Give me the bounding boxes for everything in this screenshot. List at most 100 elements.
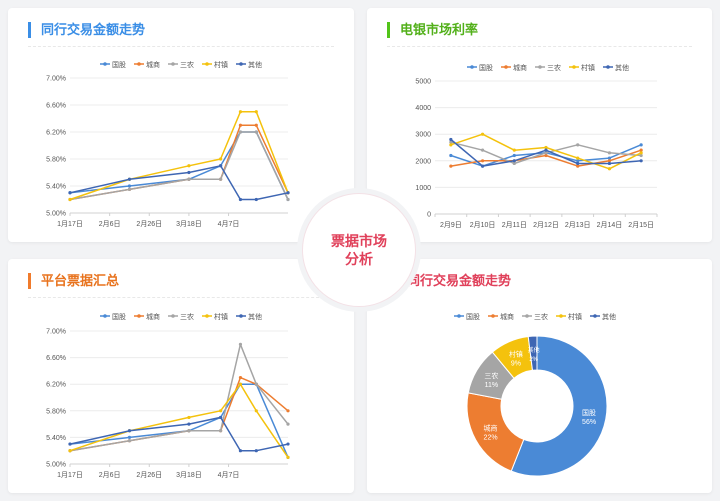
- data-point: [639, 148, 643, 152]
- y-tick-label: 6.60%: [46, 355, 66, 362]
- data-point: [127, 187, 132, 191]
- series-line-三农: [69, 343, 289, 452]
- y-tick-label: 5.80%: [46, 408, 66, 415]
- data-point: [238, 123, 243, 127]
- data-point: [68, 191, 72, 195]
- legend-label: 三农: [534, 312, 548, 321]
- data-point: [254, 197, 258, 202]
- y-tick-label: 5.40%: [46, 435, 66, 442]
- data-point: [512, 159, 516, 163]
- panel-title: 同行交易金额走势: [407, 273, 512, 288]
- x-tick-label: 4月7日: [218, 471, 240, 479]
- line-chart-market-rate: 0 1000 2000 3000 4000 5000 2月9日 2月10日 2月11日 2月12日…: [415, 63, 658, 229]
- data-point: [449, 143, 453, 147]
- data-point: [576, 156, 580, 160]
- donut-slice-其他: [527, 335, 538, 371]
- y-tick-label: 6.60%: [46, 103, 66, 110]
- y-tick-label: 5.80%: [46, 157, 66, 164]
- legend-label: 三农: [547, 63, 561, 72]
- donut-slice-国股: [510, 335, 608, 477]
- y-tick-label: 5000: [415, 79, 431, 86]
- data-point: [286, 197, 290, 202]
- data-point: [219, 177, 223, 181]
- legend-marker: [470, 65, 474, 69]
- data-point: [449, 140, 453, 144]
- legend-label: 国股: [112, 61, 126, 69]
- x-tick-label: 1月17日: [57, 220, 83, 228]
- panel-platform-bill-summary: 平台票据汇总 5.00% 5.40% 5.80% 6.20% 6.60% 7.00% 1月1…: [8, 259, 354, 493]
- legend-marker: [606, 65, 610, 69]
- legend-marker: [205, 314, 209, 318]
- legend-marker: [103, 314, 107, 318]
- data-point: [607, 151, 612, 155]
- title-divider: [28, 297, 334, 298]
- slice-value-label: 22%: [484, 435, 498, 442]
- panel-title: 同行交易金额走势: [28, 22, 145, 38]
- legend-marker: [137, 62, 141, 66]
- data-point: [254, 449, 258, 453]
- y-tick-label: 7.00%: [46, 76, 66, 83]
- data-point: [238, 197, 243, 202]
- data-point: [219, 415, 223, 420]
- data-point: [639, 159, 643, 163]
- data-point: [512, 153, 516, 158]
- legend-marker: [593, 314, 597, 318]
- legend-marker: [205, 62, 209, 66]
- data-point: [238, 375, 243, 380]
- data-point: [639, 143, 643, 147]
- legend-marker: [239, 62, 243, 66]
- legend-marker: [137, 314, 141, 318]
- legend-label: 国股: [466, 313, 480, 321]
- data-point: [187, 177, 191, 181]
- legend-marker: [538, 65, 542, 69]
- data-point: [187, 415, 191, 420]
- y-tick-label: 0: [427, 212, 431, 219]
- legend-label: 国股: [479, 64, 493, 72]
- legend-marker: [103, 62, 107, 66]
- x-tick-label: 2月14日: [597, 221, 623, 229]
- slice-name-label: 三农: [484, 371, 498, 380]
- data-point: [480, 132, 485, 136]
- data-point: [544, 151, 548, 155]
- data-point: [254, 382, 258, 386]
- data-point: [238, 110, 243, 114]
- legend-label: 村镇: [214, 60, 228, 69]
- legend-marker: [559, 314, 563, 318]
- data-point: [449, 153, 453, 158]
- data-point: [607, 159, 612, 163]
- data-point: [238, 130, 243, 134]
- legend-label: 其他: [615, 63, 629, 72]
- data-point: [449, 164, 453, 168]
- x-tick-label: 4月7日: [218, 220, 240, 228]
- x-tick-label: 1月17日: [57, 471, 83, 479]
- data-point: [576, 161, 580, 166]
- line-chart-platform-bills: 5.00% 5.40% 5.80% 6.20% 6.60% 7.00% 1月17日 2月6日 2…: [46, 312, 290, 479]
- data-point: [127, 435, 132, 439]
- slice-value-label: 11%: [485, 382, 499, 389]
- x-tick-label: 3月18日: [176, 471, 202, 479]
- x-tick-label: 2月9日: [440, 221, 462, 229]
- center-badge: 票据市场分析: [302, 193, 416, 307]
- data-point: [254, 123, 258, 127]
- legend-label: 城商: [500, 312, 514, 321]
- slice-name-label: 村镇: [509, 349, 523, 358]
- data-point: [68, 197, 72, 202]
- panel-interbank-share: 同行交易金额走势 国股 城商 三农 村镇 其他 国股 56% 城商 22% 三农 11% 村镇 9% 其他…: [367, 259, 712, 493]
- line-chart-interbank: 5.00% 5.40% 5.80% 6.20% 6.60% 7.00% 1月17日 2月6日 2…: [46, 60, 290, 228]
- slice-name-label: 城商: [484, 424, 498, 433]
- data-point: [639, 151, 643, 155]
- data-point: [449, 137, 453, 142]
- legend-label: 城商: [146, 312, 160, 321]
- legend-label: 三农: [180, 312, 194, 321]
- x-tick-label: 3月18日: [176, 220, 202, 228]
- legend-label: 三农: [180, 60, 194, 69]
- x-tick-label: 2月11日: [502, 221, 527, 229]
- x-tick-label: 2月26日: [136, 471, 162, 479]
- title-divider: [387, 46, 692, 47]
- data-point: [512, 148, 516, 152]
- slice-name-label: 国股: [582, 409, 596, 417]
- y-tick-label: 5.40%: [46, 184, 66, 191]
- title-divider: [28, 46, 334, 47]
- legend-marker: [457, 314, 461, 318]
- data-point: [187, 170, 191, 175]
